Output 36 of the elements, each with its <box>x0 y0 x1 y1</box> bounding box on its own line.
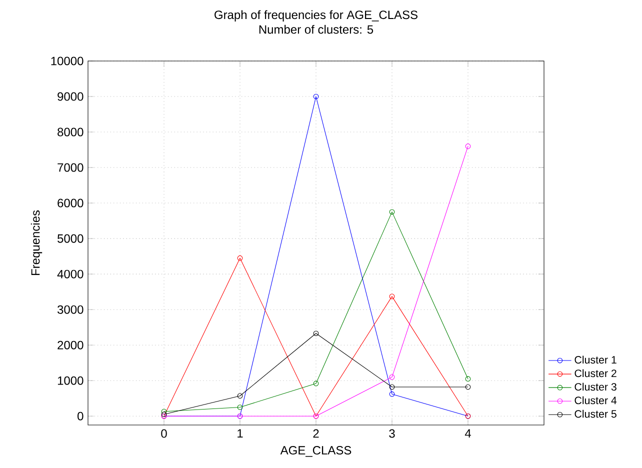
point <box>313 380 319 386</box>
point <box>389 294 395 300</box>
point <box>313 330 319 336</box>
y-tick-label: 3000 <box>58 305 84 314</box>
x-tick-label: 3 <box>389 429 395 438</box>
point <box>313 94 319 100</box>
y-tick-label: 4000 <box>57 270 84 278</box>
legend-label: Cluster 1 <box>574 356 616 364</box>
x-tick-label: 0 <box>161 429 167 438</box>
chart-title: Graph of frequencies for AGE_CLASS <box>214 10 418 22</box>
point <box>389 209 395 215</box>
y-tick-label: 10000 <box>51 56 84 66</box>
x-tick-label: 1 <box>238 429 243 438</box>
chart-subtitle: Number of clusters: 5 <box>259 24 374 34</box>
legend-label: Cluster 3 <box>574 382 616 391</box>
point <box>389 374 395 380</box>
legend-label: Cluster 5 <box>574 410 616 418</box>
legend-label: Cluster 2 <box>574 369 616 378</box>
y-axis-title: Frequencies <box>30 210 42 276</box>
x-axis-title: AGE_CLASS <box>280 446 352 457</box>
point <box>237 393 243 399</box>
y-tick-label: 6000 <box>58 198 84 208</box>
point <box>389 384 395 390</box>
y-tick-label: 9000 <box>58 92 84 101</box>
y-tick-label: 0 <box>78 412 84 420</box>
point <box>237 255 243 261</box>
x-tick-label: 2 <box>313 429 319 438</box>
x-tick-label: 4 <box>464 429 471 438</box>
y-tick-label: 8000 <box>58 128 84 136</box>
legend-label: Cluster 4 <box>574 396 617 404</box>
y-tick-label: 2000 <box>58 340 84 350</box>
point <box>389 391 395 397</box>
y-tick-label: 5000 <box>58 234 84 243</box>
y-tick-label: 7000 <box>58 163 84 172</box>
y-tick-label: 1000 <box>58 376 84 385</box>
point <box>237 404 243 410</box>
